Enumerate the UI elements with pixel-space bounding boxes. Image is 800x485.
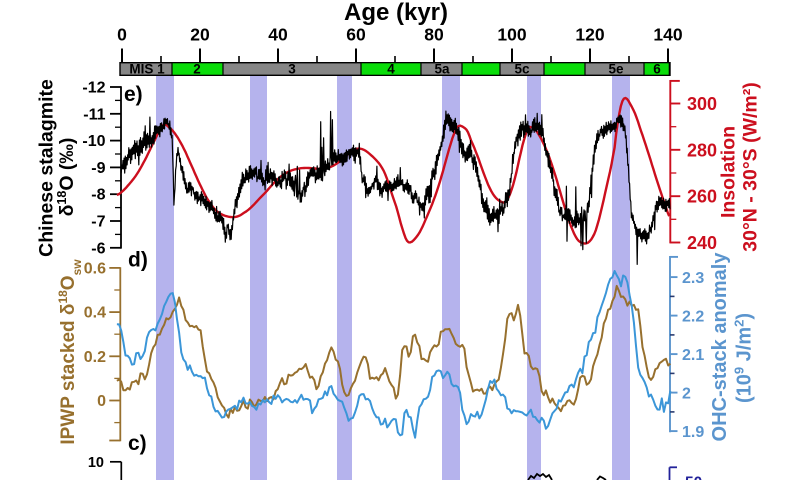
svg-text:e): e) <box>124 83 143 106</box>
svg-text:2: 2 <box>193 62 201 77</box>
svg-text:-9: -9 <box>91 160 105 177</box>
svg-text:40: 40 <box>268 25 288 45</box>
svg-text:-6: -6 <box>91 240 105 257</box>
svg-text:5a: 5a <box>434 62 450 77</box>
svg-text:2.1: 2.1 <box>682 347 704 364</box>
svg-text:-7: -7 <box>91 214 105 231</box>
svg-text:4: 4 <box>387 62 395 77</box>
svg-text:100: 100 <box>497 25 526 45</box>
svg-text:10: 10 <box>88 455 104 471</box>
svg-text:2: 2 <box>682 386 691 403</box>
svg-text:5c: 5c <box>514 62 530 77</box>
svg-text:-10: -10 <box>82 133 105 150</box>
svg-text:2.3: 2.3 <box>682 270 704 287</box>
svg-text:280: 280 <box>687 140 717 160</box>
svg-text:80: 80 <box>424 25 444 45</box>
svg-text:0.2: 0.2 <box>84 349 106 366</box>
svg-text:-11: -11 <box>83 106 105 123</box>
svg-text:(109 J/m2): (109 J/m2) <box>731 313 756 403</box>
svg-text:260: 260 <box>687 187 717 207</box>
svg-text:Age (kyr): Age (kyr) <box>344 0 448 26</box>
svg-text:240: 240 <box>687 233 717 253</box>
svg-text:50: 50 <box>685 475 702 481</box>
svg-text:c): c) <box>128 432 147 455</box>
svg-text:30°N - 30°S (W/m²): 30°N - 30°S (W/m²) <box>740 82 762 251</box>
svg-text:3: 3 <box>288 62 296 77</box>
svg-text:1.9: 1.9 <box>682 424 704 441</box>
svg-text:Chinese stalagmite: Chinese stalagmite <box>36 79 58 257</box>
svg-text:140: 140 <box>653 25 682 45</box>
svg-text:0.4: 0.4 <box>84 305 106 322</box>
svg-text:0.6: 0.6 <box>84 260 106 277</box>
svg-text:2.2: 2.2 <box>682 309 704 326</box>
svg-text:0: 0 <box>97 393 106 410</box>
svg-text:6: 6 <box>653 62 661 77</box>
svg-text:300: 300 <box>687 94 717 114</box>
svg-text:-8: -8 <box>91 187 105 204</box>
svg-text:δ18O (‰): δ18O (‰) <box>55 138 78 217</box>
svg-text:d): d) <box>128 249 148 272</box>
svg-text:MIS 1: MIS 1 <box>129 62 165 77</box>
svg-text:0: 0 <box>117 25 127 45</box>
svg-text:OHC-stack anomaly: OHC-stack anomaly <box>709 252 731 442</box>
svg-text:120: 120 <box>575 25 604 45</box>
svg-text:-12: -12 <box>82 80 105 97</box>
svg-text:60: 60 <box>346 25 366 45</box>
svg-text:20: 20 <box>190 25 210 45</box>
svg-text:Insolation: Insolation <box>718 126 740 218</box>
svg-text:5e: 5e <box>608 62 624 77</box>
